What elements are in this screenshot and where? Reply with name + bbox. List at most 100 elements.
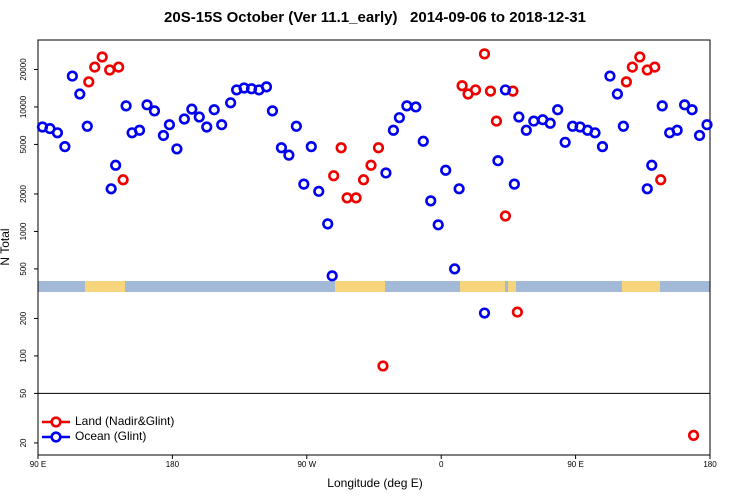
point [266, 105, 279, 117]
point [484, 85, 497, 97]
x-tick-label: 180 [166, 460, 180, 469]
y-tick-label: 20 [19, 438, 28, 447]
point [298, 178, 310, 190]
point [365, 159, 377, 171]
point [350, 192, 362, 204]
point [490, 115, 503, 127]
point [449, 263, 461, 275]
point [401, 100, 413, 112]
point [157, 129, 170, 142]
point [260, 81, 273, 93]
point [679, 99, 691, 111]
legend-marker [50, 416, 62, 428]
point [96, 51, 108, 63]
point [596, 141, 609, 153]
x-axis-label: Longitude (deg E) [327, 476, 422, 490]
point [425, 195, 437, 207]
point [283, 149, 295, 161]
point [499, 210, 512, 222]
point [335, 142, 347, 154]
land-strip [622, 281, 660, 292]
y-tick-label: 100 [19, 349, 28, 363]
point [589, 127, 601, 139]
point [341, 192, 353, 204]
point [641, 183, 653, 195]
point [133, 124, 146, 136]
point [141, 99, 153, 111]
point [186, 103, 198, 115]
point [208, 104, 220, 116]
legend-label: Land (Nadir&Glint) [75, 414, 174, 428]
x-tick-label: 90 W [297, 460, 316, 469]
point [686, 104, 698, 116]
point [520, 124, 532, 136]
point [611, 88, 624, 100]
point [163, 119, 176, 131]
point [626, 61, 638, 73]
point [117, 174, 129, 186]
y-tick-label: 10000 [19, 95, 28, 118]
x-tick-label: 90 E [567, 460, 583, 469]
plot-frame [37, 39, 711, 456]
y-tick-label: 200 [19, 311, 28, 325]
land-strip [508, 281, 516, 292]
y-tick-label: 1000 [19, 222, 28, 240]
legend-marker [50, 431, 62, 443]
point [275, 142, 288, 154]
chart-title: 20S-15S October (Ver 11.1_early) 2014-09… [164, 9, 586, 26]
point [216, 119, 228, 131]
point [81, 120, 93, 132]
land-strip [85, 281, 125, 292]
point [59, 141, 71, 153]
point [456, 80, 468, 92]
point [66, 70, 78, 82]
point [322, 218, 334, 230]
point [372, 142, 385, 154]
point [387, 124, 400, 136]
point [634, 51, 646, 63]
point [559, 136, 571, 148]
land-strip [335, 281, 385, 292]
point [513, 111, 525, 123]
y-tick-label: 50 [19, 388, 28, 397]
x-tick-label: 0 [439, 460, 444, 469]
point [417, 135, 429, 147]
point [225, 97, 237, 109]
point [528, 115, 540, 127]
point [687, 429, 700, 441]
x-tick-label: 180 [703, 460, 717, 469]
point [693, 129, 706, 142]
point [649, 61, 661, 73]
point [478, 48, 491, 60]
point [89, 61, 101, 73]
point [478, 307, 491, 319]
y-tick-label: 20000 [19, 58, 28, 81]
point [148, 105, 161, 117]
point [305, 141, 317, 153]
point [104, 64, 116, 76]
point [74, 88, 86, 100]
point [671, 124, 683, 136]
point [432, 219, 444, 231]
x-tick-label: 90 E [30, 460, 46, 469]
point [393, 112, 405, 124]
point [313, 185, 325, 197]
point [620, 76, 632, 88]
point [453, 183, 465, 195]
point [380, 167, 392, 179]
point [290, 120, 302, 132]
point [655, 174, 667, 186]
point [178, 113, 190, 125]
y-tick-label: 2000 [19, 185, 28, 203]
point [508, 178, 520, 190]
point [328, 170, 340, 182]
point [110, 159, 122, 171]
point [511, 306, 523, 318]
point [326, 270, 338, 282]
point [646, 159, 658, 171]
point [552, 104, 564, 116]
point [113, 61, 125, 73]
point [604, 70, 616, 82]
map-strip [38, 281, 710, 292]
